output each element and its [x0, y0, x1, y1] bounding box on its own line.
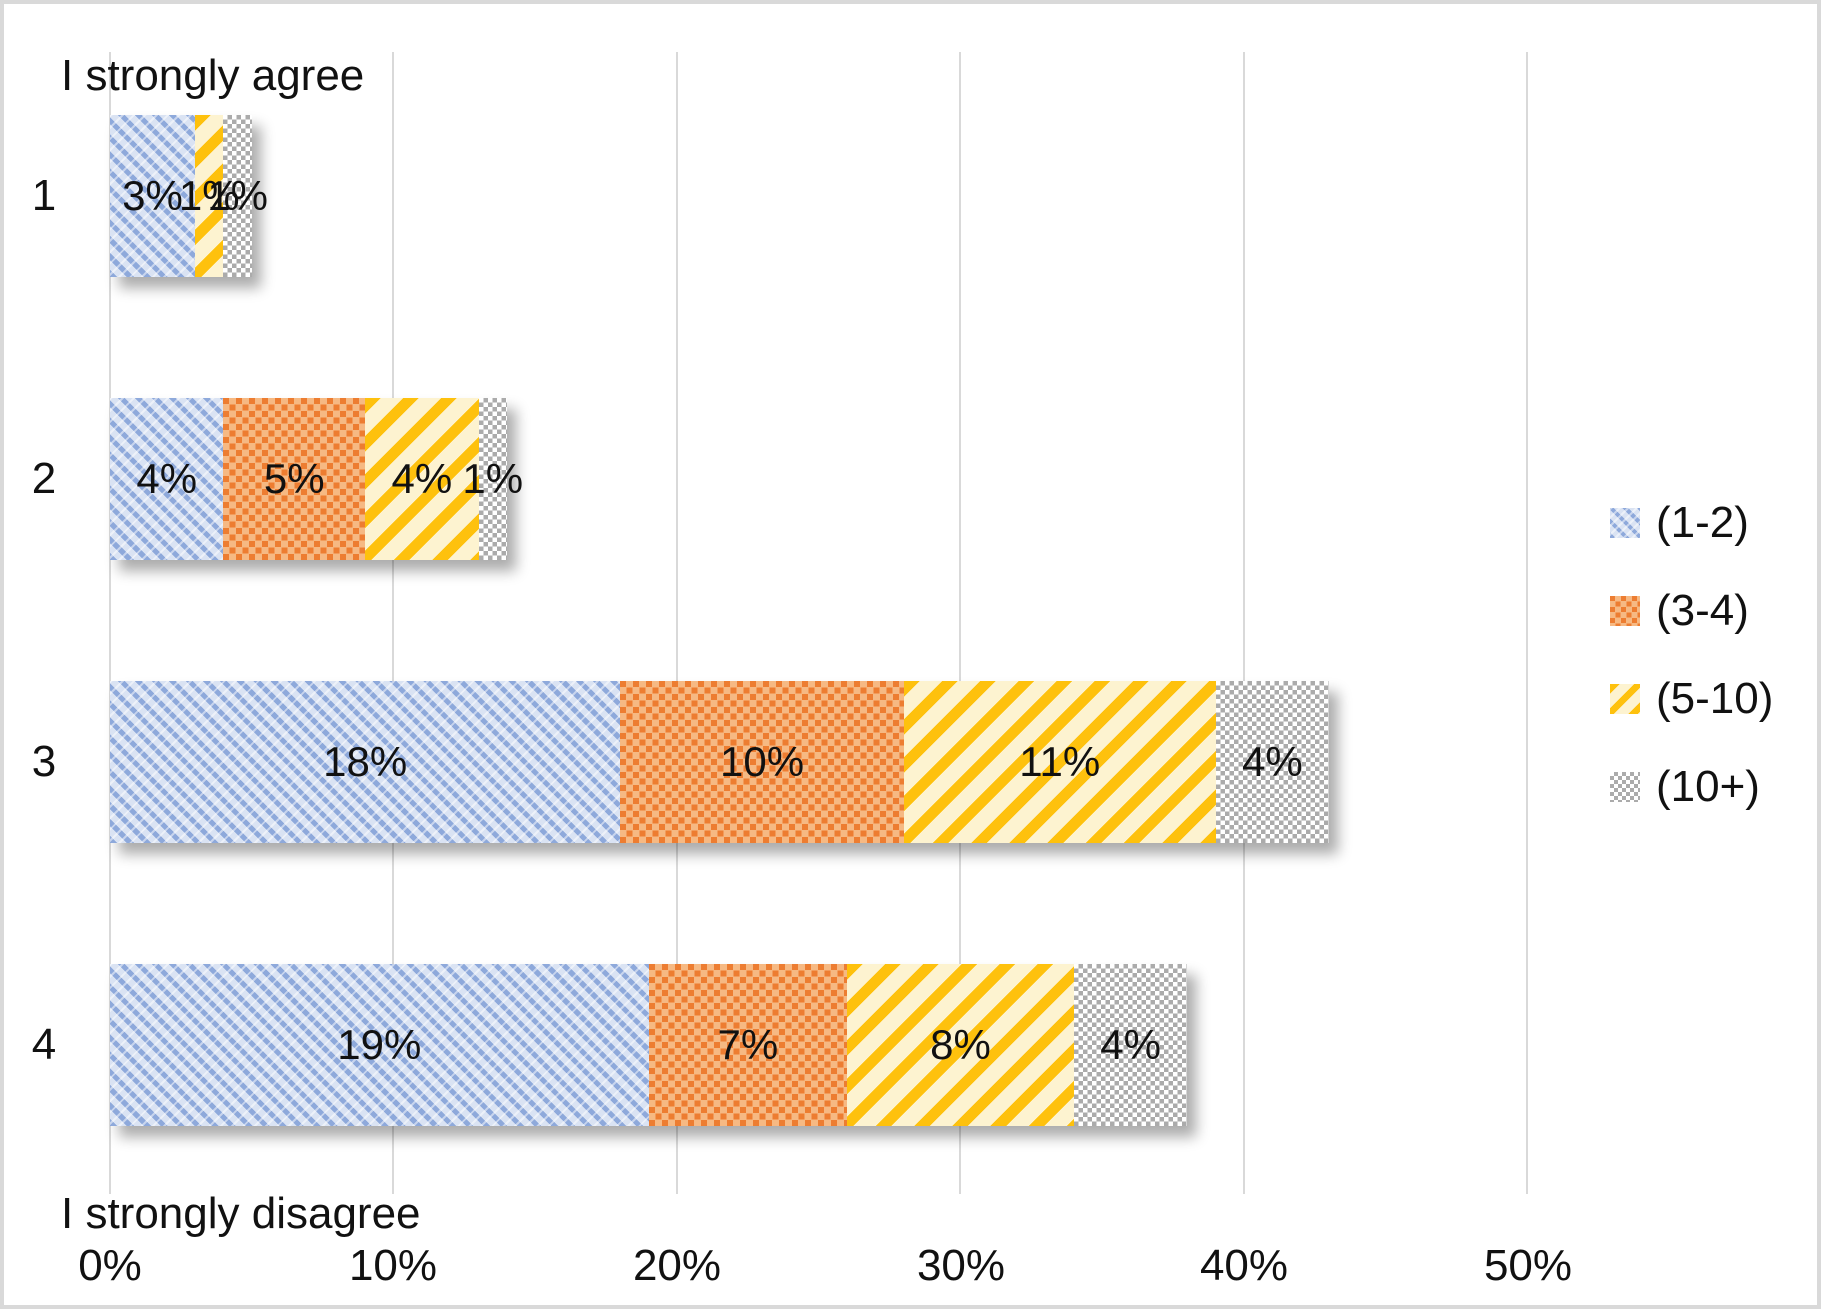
- bar-row: 3% 1% 1%: [110, 115, 268, 277]
- data-label: 1%: [178, 172, 240, 219]
- data-label: 1%: [462, 455, 524, 502]
- legend-swatch-diagonal-stripe-icon: [1610, 684, 1640, 714]
- data-label: 4%: [136, 455, 198, 502]
- x-tick-label: 40%: [1199, 1241, 1289, 1290]
- bar-segment-(5-10): 11%: [903, 681, 1216, 843]
- bar-segment-(10+): 4%: [1215, 681, 1330, 843]
- gridline-0pct: [109, 52, 111, 1194]
- legend-swatch-square-lattice-icon: [1610, 596, 1640, 626]
- data-label: 1%: [207, 172, 268, 219]
- legend-swatch-diagonal-dash-icon: [1610, 508, 1640, 538]
- legend-item: (10+): [1610, 762, 1773, 811]
- category-label: 2: [31, 454, 57, 503]
- x-tick-label: 50%: [1483, 1241, 1573, 1290]
- axis-annotation-strongly-disagree: I strongly disagree: [61, 1189, 421, 1238]
- legend-label: (10+): [1656, 762, 1760, 811]
- category-label: 4: [31, 1020, 57, 1069]
- data-label: 4%: [1241, 738, 1303, 785]
- legend-swatch-checker-icon: [1610, 772, 1640, 802]
- data-label: 4%: [1100, 1021, 1161, 1068]
- bar-segment-(1-2): 3%: [110, 115, 196, 277]
- bar-segment-(5-10): 4%: [365, 398, 479, 560]
- data-label: 10%: [720, 738, 805, 785]
- x-tick-label: 20%: [632, 1241, 722, 1290]
- gridline-50pct: [1526, 52, 1528, 1194]
- gridline-40pct: [1243, 52, 1245, 1194]
- legend-label: (5-10): [1656, 674, 1774, 723]
- data-label: 5%: [263, 455, 325, 502]
- legend-item: (5-10): [1610, 674, 1774, 723]
- bar-segment-(10+): 4%: [1073, 964, 1188, 1126]
- data-label: 18%: [323, 738, 408, 785]
- bar-segment-(1-2): 4%: [110, 398, 224, 560]
- x-tick-label: 10%: [348, 1241, 438, 1290]
- legend-label: (3-4): [1656, 586, 1749, 635]
- bar-segment-(1-2): 18%: [110, 681, 621, 843]
- bar-row: 4% 5% 4% 1%: [110, 398, 523, 560]
- gridline-20pct: [676, 52, 678, 1194]
- bar-segment-(5-10): 1%: [179, 115, 240, 277]
- bar-segment-(10+): 1%: [462, 398, 523, 560]
- data-label: 19%: [337, 1021, 422, 1068]
- bar-segment-(1-2): 19%: [110, 964, 649, 1126]
- data-label: 11%: [1019, 738, 1101, 785]
- legend-label: (1-2): [1656, 498, 1749, 547]
- bar-segment-(3-4): 10%: [620, 681, 904, 843]
- legend: (1-2) (3-4) (5-10) (10+): [1610, 498, 1774, 811]
- category-label: 1: [31, 171, 57, 220]
- category-label: 3: [31, 737, 57, 786]
- gridline-30pct: [959, 52, 961, 1194]
- gridline-10pct: [392, 52, 394, 1194]
- legend-item: (1-2): [1610, 498, 1773, 547]
- bar-segment-(3-4): 7%: [648, 964, 848, 1126]
- bar-row: 18% 10% 11% 4%: [110, 681, 1330, 843]
- bar-segment-(3-4): 5%: [223, 398, 366, 560]
- data-label: 3%: [122, 172, 183, 219]
- data-label: 8%: [930, 1021, 991, 1068]
- data-label: 7%: [717, 1021, 779, 1068]
- bar-segment-(10+): 1%: [207, 115, 268, 277]
- x-tick-label: 30%: [916, 1241, 1006, 1290]
- axis-annotation-strongly-agree: I strongly agree: [61, 51, 365, 100]
- x-tick-label: 0%: [78, 1241, 142, 1290]
- bar-segment-(5-10): 8%: [847, 964, 1074, 1126]
- bar-row: 19% 7% 8% 4%: [110, 964, 1188, 1126]
- data-label: 4%: [391, 455, 453, 502]
- legend-item: (3-4): [1610, 586, 1773, 635]
